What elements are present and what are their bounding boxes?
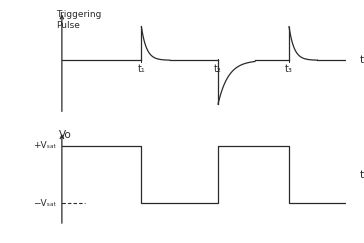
Text: −Vₛₐₜ: −Vₛₐₜ (33, 199, 56, 208)
Text: t: t (360, 170, 364, 180)
Text: +Vₛₐₜ: +Vₛₐₜ (33, 141, 56, 150)
Text: Vo: Vo (59, 130, 72, 140)
Text: t: t (360, 55, 364, 65)
Text: t₁: t₁ (138, 64, 145, 74)
Text: t₂: t₂ (214, 64, 222, 74)
Text: Triggering
Pulse: Triggering Pulse (56, 10, 102, 30)
Text: t₃: t₃ (285, 64, 293, 74)
